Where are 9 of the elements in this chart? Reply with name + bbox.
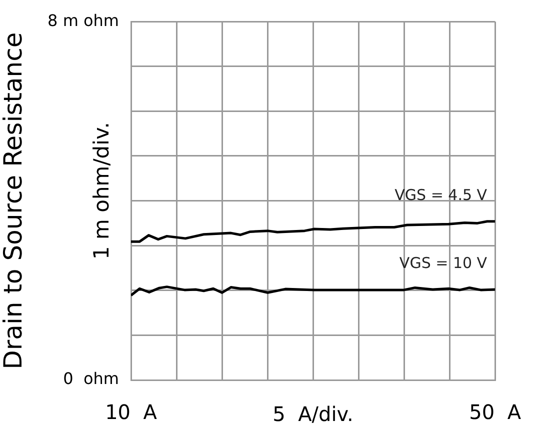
x-tick-label: 50 A [469, 400, 522, 424]
text: 1 m ohm/div. [89, 122, 114, 260]
y-tick-label: 8 m ohm [48, 10, 119, 30]
x-axis-title: 5 A/div. [272, 402, 354, 426]
y-tick-label: 0 ohm [63, 369, 119, 388]
y-axis-title: Drain to Source Resistance [0, 32, 28, 370]
series-label: VGS = 4.5 V [394, 186, 488, 204]
x-tick-label: 10 A [105, 400, 158, 424]
series-label: VGS = 10 V [399, 254, 488, 272]
